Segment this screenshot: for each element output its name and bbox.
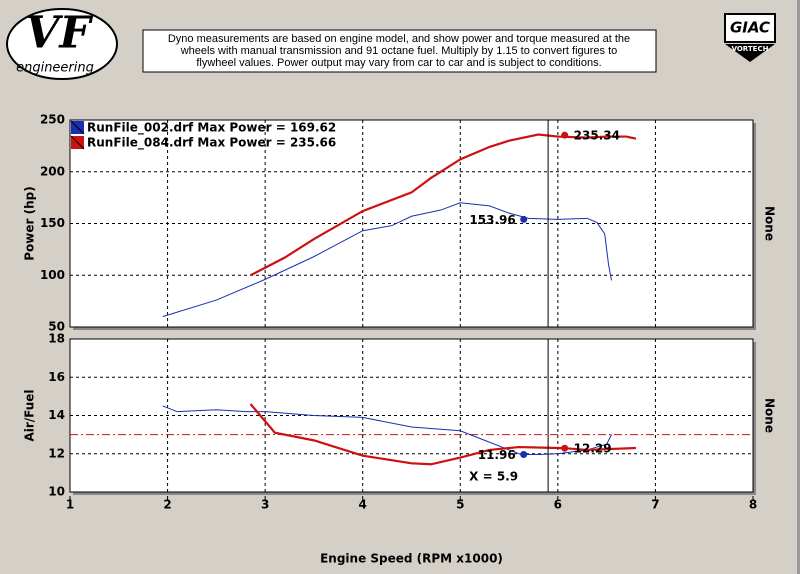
brand-sub: VORTECH: [732, 45, 769, 53]
y-tick-label: 18: [48, 332, 65, 346]
logo-ellipse: [6, 8, 118, 80]
logo-sub: engineering: [16, 61, 94, 76]
y-axis-label: Power (hp): [23, 186, 37, 260]
marker: [561, 131, 569, 139]
y-tick-label: 10: [48, 485, 65, 499]
cursor-label: X = 5.9: [469, 470, 518, 484]
x-tick-label: 8: [749, 498, 757, 512]
legend-label: RunFile_084.drf Max Power = 235.66: [87, 136, 336, 151]
note-line: flywheel values. Power output may vary f…: [196, 57, 601, 69]
marker-label: 153.96: [469, 213, 515, 227]
x-axis-label: Engine Speed (RPM x1000): [320, 552, 503, 566]
brand-shape: [725, 44, 775, 62]
vf-logo: VF engineering: [6, 8, 118, 80]
data-line: [162, 202, 613, 318]
legend-label: RunFile_002.drf Max Power = 169.62: [87, 121, 336, 136]
x-tick-label: 4: [359, 498, 367, 512]
brand-frame: [724, 13, 776, 43]
window-edge: [797, 0, 800, 574]
logo-text: VF: [25, 8, 93, 59]
marker: [561, 444, 569, 452]
x-tick-label: 1: [66, 498, 74, 512]
y-tick-label: 12: [48, 446, 65, 460]
y-tick-label: 100: [40, 268, 65, 282]
y-tick-label: 14: [48, 408, 65, 422]
marker-label: 11.96: [478, 448, 516, 462]
y-axis-label: Air/Fuel: [23, 389, 37, 441]
legend-swatch-mark: [70, 135, 85, 150]
x-tick-label: 5: [456, 498, 464, 512]
marker-label: 12.29: [574, 442, 612, 456]
y-tick-label: 50: [48, 320, 65, 334]
y2-axis-label: None: [763, 206, 777, 241]
y2-axis-label: None: [763, 398, 777, 433]
y-tick-label: 250: [40, 113, 65, 127]
brand-logo: GIAC VORTECH: [724, 13, 776, 62]
note-line: wheels with manual transmission and 91 o…: [180, 45, 618, 57]
plot-area: [69, 119, 754, 328]
plot-area: [69, 338, 754, 493]
y-tick-label: 200: [40, 164, 65, 178]
marker: [520, 215, 528, 223]
y-tick-label: 150: [40, 216, 65, 230]
marker-label: 235.34: [574, 129, 620, 143]
x-tick-label: 6: [554, 498, 562, 512]
x-tick-label: 3: [261, 498, 269, 512]
legend-swatch-mark: [70, 120, 85, 135]
x-tick-label: 7: [651, 498, 659, 512]
x-tick-label: 2: [163, 498, 171, 512]
note-line: Dyno measurements are based on engine mo…: [168, 33, 630, 45]
note-box: Dyno measurements are based on engine mo…: [142, 29, 657, 73]
data-line: [250, 133, 637, 277]
note-frame: [142, 29, 657, 73]
y-tick-label: 16: [48, 370, 65, 384]
data-line: [162, 405, 612, 456]
brand-text: GIAC: [730, 19, 770, 37]
marker: [520, 451, 528, 459]
